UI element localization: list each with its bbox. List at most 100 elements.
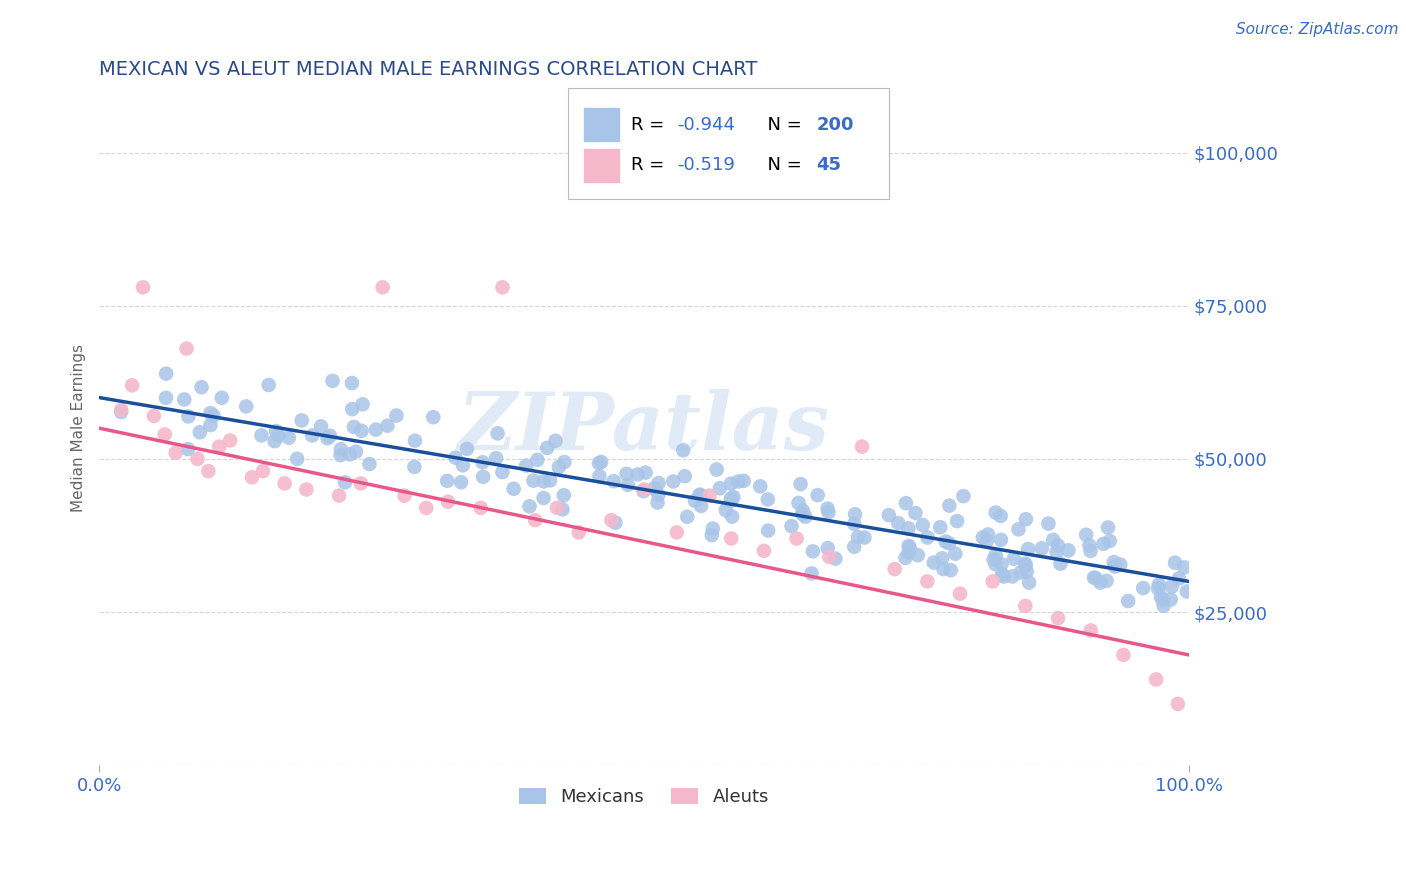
- Point: [553, 488, 575, 502]
- Point: [789, 477, 811, 491]
- Text: Source: ZipAtlas.com: Source: ZipAtlas.com: [1236, 22, 1399, 37]
- Point: [817, 505, 839, 519]
- Point: [329, 442, 352, 457]
- Point: [993, 569, 1015, 583]
- Point: [538, 474, 561, 488]
- Point: [1080, 544, 1102, 558]
- Point: [240, 470, 263, 484]
- Point: [1092, 537, 1115, 551]
- Point: [451, 458, 474, 473]
- Point: [897, 545, 920, 559]
- Point: [165, 446, 187, 460]
- Point: [984, 548, 1007, 562]
- Point: [1015, 512, 1038, 526]
- Point: [714, 503, 737, 517]
- Point: [616, 467, 638, 481]
- Text: -0.519: -0.519: [676, 156, 735, 175]
- Point: [801, 544, 824, 558]
- Point: [471, 455, 494, 469]
- Point: [972, 531, 994, 545]
- Point: [898, 541, 921, 555]
- Point: [1015, 565, 1038, 579]
- Point: [602, 474, 624, 488]
- Point: [983, 552, 1005, 566]
- Point: [1084, 571, 1107, 585]
- Point: [647, 488, 669, 502]
- Point: [723, 490, 745, 504]
- Point: [706, 462, 728, 476]
- Point: [153, 427, 176, 442]
- Point: [683, 493, 706, 508]
- Point: [264, 424, 287, 438]
- Point: [533, 491, 555, 505]
- Point: [780, 519, 803, 533]
- Point: [627, 467, 650, 482]
- Point: [385, 409, 408, 423]
- Point: [456, 442, 478, 456]
- Point: [250, 428, 273, 442]
- Point: [702, 522, 724, 536]
- Point: [1147, 582, 1170, 596]
- Point: [526, 453, 548, 467]
- Point: [634, 466, 657, 480]
- Point: [155, 367, 177, 381]
- Point: [990, 533, 1012, 547]
- Point: [404, 434, 426, 448]
- Point: [946, 514, 969, 528]
- Point: [422, 410, 444, 425]
- Point: [887, 516, 910, 530]
- Point: [984, 506, 1007, 520]
- Point: [647, 476, 669, 491]
- Point: [938, 499, 960, 513]
- Point: [371, 280, 394, 294]
- Point: [502, 482, 524, 496]
- Point: [333, 475, 356, 490]
- Point: [672, 443, 695, 458]
- Point: [894, 550, 917, 565]
- Point: [1098, 534, 1121, 549]
- Point: [935, 534, 957, 549]
- Point: [600, 513, 623, 527]
- Point: [1147, 577, 1170, 591]
- Point: [588, 456, 610, 470]
- Text: N =: N =: [756, 116, 808, 134]
- Point: [952, 489, 974, 503]
- Point: [568, 525, 591, 540]
- Point: [844, 516, 866, 531]
- Point: [1112, 648, 1135, 662]
- Point: [176, 342, 198, 356]
- Point: [200, 418, 222, 433]
- Point: [1160, 592, 1182, 607]
- Point: [756, 524, 779, 538]
- Point: [1038, 516, 1060, 531]
- Point: [977, 527, 1000, 541]
- Point: [1153, 599, 1175, 613]
- Point: [733, 474, 755, 488]
- Point: [846, 530, 869, 544]
- Point: [1083, 571, 1105, 585]
- Point: [817, 541, 839, 555]
- Point: [444, 450, 467, 465]
- Point: [285, 451, 308, 466]
- Point: [904, 506, 927, 520]
- Point: [364, 423, 387, 437]
- Point: [749, 479, 772, 493]
- Point: [1045, 545, 1067, 559]
- Point: [1010, 566, 1032, 580]
- Point: [202, 409, 225, 423]
- Point: [1080, 624, 1102, 638]
- Point: [756, 492, 779, 507]
- Point: [1001, 569, 1024, 583]
- Text: MEXICAN VS ALEUT MEDIAN MALE EARNINGS CORRELATION CHART: MEXICAN VS ALEUT MEDIAN MALE EARNINGS CO…: [100, 60, 758, 78]
- Point: [817, 501, 839, 516]
- Point: [1102, 555, 1125, 569]
- Point: [344, 444, 367, 458]
- Point: [132, 280, 155, 294]
- Point: [787, 496, 810, 510]
- Point: [328, 489, 350, 503]
- Point: [208, 440, 231, 454]
- Point: [470, 500, 492, 515]
- Point: [219, 434, 242, 448]
- Point: [699, 489, 721, 503]
- Point: [1046, 538, 1069, 552]
